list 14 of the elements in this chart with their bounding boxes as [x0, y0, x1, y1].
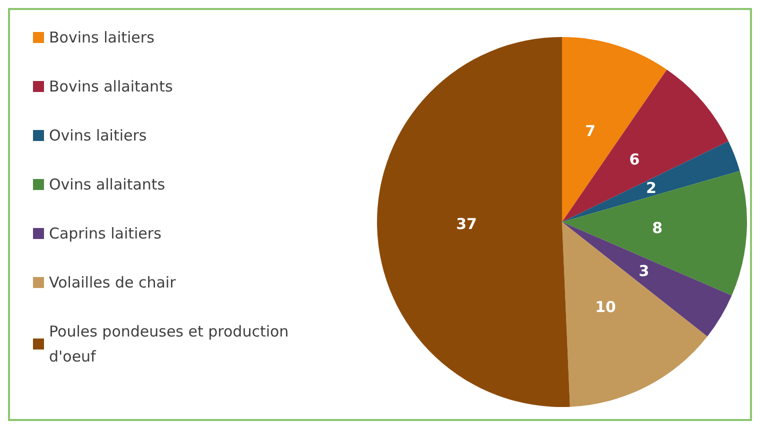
data-label: 37	[456, 215, 477, 234]
legend-label: Volailles de chair	[49, 274, 177, 292]
legend-label: Poules pondeuses et production d'oeuf	[49, 322, 294, 366]
data-label: 2	[646, 178, 656, 197]
data-label: 7	[585, 122, 596, 140]
legend-label: Caprins laitiers	[49, 224, 162, 242]
data-label: 10	[595, 298, 616, 316]
data-label: 8	[652, 219, 663, 238]
data-label: 6	[629, 150, 640, 169]
legend-label: Bovins allaitants	[49, 78, 173, 96]
legend-label: Ovins laitiers	[49, 126, 147, 144]
legend-label: Bovins laitiers	[49, 28, 155, 46]
legend-label: Ovins allaitants	[49, 176, 166, 194]
data-label: 3	[638, 262, 650, 280]
